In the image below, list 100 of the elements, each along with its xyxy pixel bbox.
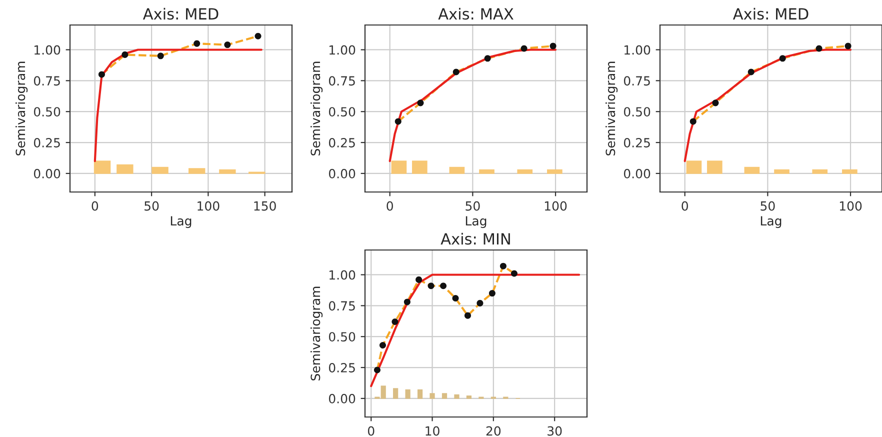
x-tick-label: 100	[544, 201, 567, 211]
chart-title: Axis: MIN	[440, 232, 510, 245]
x-tick-label: 150	[254, 201, 276, 211]
point	[428, 282, 434, 290]
point	[484, 55, 491, 62]
x-axis-title: Lag	[760, 216, 782, 228]
x-tick-label: 0	[682, 201, 688, 211]
bar	[152, 166, 168, 174]
point	[488, 290, 496, 297]
bar	[547, 169, 562, 174]
bar	[430, 393, 435, 399]
x-tick-label: 0	[386, 201, 393, 211]
bar	[405, 389, 410, 399]
bar	[774, 169, 790, 174]
line-series	[370, 274, 580, 388]
x-tick-label: 0	[368, 426, 374, 436]
bar	[449, 166, 465, 174]
point	[440, 282, 447, 290]
x-tick-label: 10	[426, 426, 440, 436]
line-series	[94, 48, 262, 162]
point	[224, 42, 231, 48]
point	[816, 45, 822, 52]
y-tick-label: 0.00	[624, 168, 650, 178]
x-tick-label: 100	[198, 201, 220, 211]
y-tick-label: 0.25	[328, 138, 355, 148]
point	[404, 298, 410, 306]
point	[452, 68, 460, 76]
point	[464, 312, 471, 319]
bar	[707, 160, 722, 174]
x-tick-label: 50	[466, 201, 480, 211]
bar	[479, 169, 494, 174]
bar	[454, 394, 460, 399]
point	[748, 68, 754, 76]
y-axis-title: Semivariogram	[15, 62, 28, 156]
bar	[94, 160, 111, 174]
y-tick-label: 0.00	[328, 394, 356, 404]
y-tick-label: 0.75	[624, 76, 650, 86]
x-tick-label: 50	[144, 201, 159, 211]
y-tick-label: 0.25	[624, 138, 650, 148]
bar	[466, 396, 472, 399]
bar	[686, 160, 702, 174]
point	[690, 118, 696, 125]
point	[416, 276, 422, 283]
bar	[744, 166, 760, 174]
y-tick-label: 1.00	[34, 45, 60, 55]
point	[394, 118, 402, 125]
y-tick-label: 0.75	[328, 301, 355, 311]
point	[374, 366, 380, 374]
point	[157, 52, 164, 60]
bar	[393, 388, 398, 399]
point	[392, 318, 398, 326]
y-tick-label: 1.00	[330, 45, 356, 55]
point	[122, 51, 128, 58]
x-tick-label: 0	[92, 201, 98, 211]
x-axis-title: Lag	[466, 216, 486, 228]
point	[550, 42, 556, 50]
point	[510, 270, 518, 277]
bar	[116, 164, 134, 174]
chart-title: Axis: MED	[732, 8, 808, 20]
point	[500, 262, 506, 270]
bar	[412, 160, 428, 174]
y-tick-label: 0.75	[328, 76, 355, 86]
point	[476, 300, 484, 306]
bar	[417, 389, 423, 399]
point	[452, 294, 459, 302]
y-tick-label: 0.75	[34, 76, 60, 86]
point	[98, 71, 105, 78]
y-tick-label: 0.50	[328, 332, 356, 342]
point	[712, 100, 719, 106]
y-tick-label: 0.25	[328, 362, 355, 372]
bar	[188, 168, 206, 174]
bar	[219, 169, 236, 174]
x-tick-label: 50	[760, 201, 775, 211]
chart-title: Axis: MAX	[438, 8, 514, 20]
y-tick-label: 1.00	[624, 45, 650, 55]
point	[844, 42, 852, 50]
y-axis-title: Semivariogram	[605, 62, 618, 156]
y-tick-label: 1.00	[330, 270, 356, 280]
x-tick-label: 30	[548, 426, 562, 436]
bar	[842, 169, 858, 174]
y-tick-label: 0.25	[34, 138, 60, 148]
bar	[812, 169, 828, 174]
point	[520, 45, 528, 52]
bar	[517, 169, 533, 174]
y-axis-title: Semivariogram	[310, 62, 323, 156]
x-tick-label: 20	[486, 426, 501, 436]
y-axis-title: Semivariogram	[310, 286, 323, 380]
point	[417, 100, 424, 106]
point	[779, 55, 786, 62]
y-tick-label: 0.50	[34, 107, 60, 117]
x-axis-title: Lag	[170, 216, 192, 228]
point	[254, 32, 262, 40]
point	[379, 342, 386, 349]
chart-title: Axis: MED	[142, 8, 218, 20]
bar	[442, 393, 448, 399]
point	[194, 40, 200, 47]
x-tick-label: 100	[840, 201, 862, 211]
y-tick-label: 0.50	[624, 107, 650, 117]
bar	[391, 160, 407, 174]
y-tick-label: 0.50	[328, 107, 356, 117]
